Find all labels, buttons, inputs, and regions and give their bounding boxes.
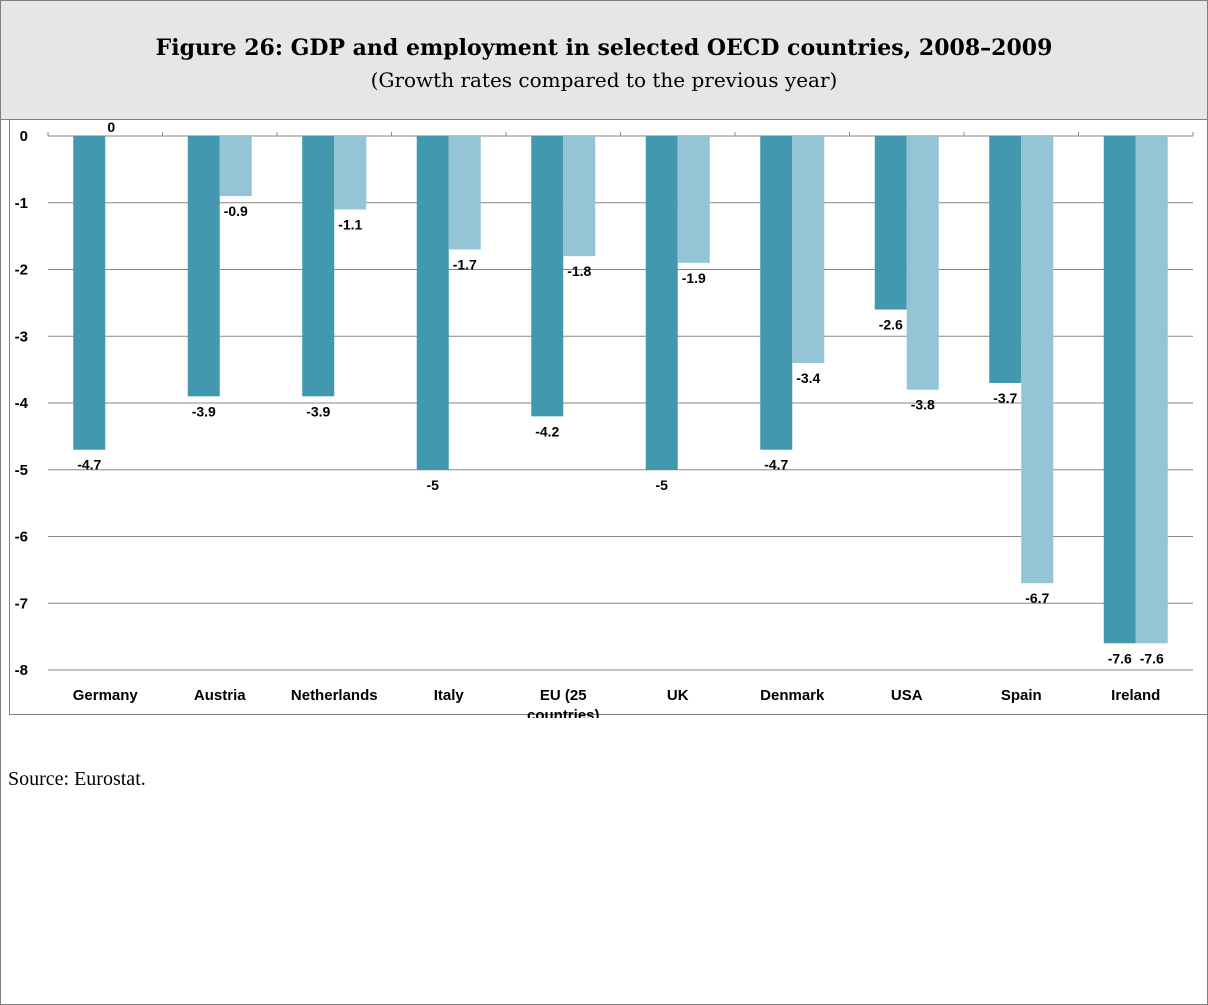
data-label-employment-1: -0.9 <box>224 203 248 219</box>
bar-employment-4 <box>563 136 596 257</box>
data-label-employment-4: -1.8 <box>567 263 591 279</box>
bar-employment-1 <box>219 136 252 197</box>
figure-title: Figure 26: GDP and employment in selecte… <box>155 35 1053 61</box>
data-label-gdp-9: -7.6 <box>1108 650 1132 666</box>
bar-employment-2 <box>334 136 367 210</box>
bar-employment-7 <box>906 136 939 390</box>
data-label-employment-2: -1.1 <box>338 216 362 232</box>
category-label-0: Germany <box>73 687 139 704</box>
category-label-9: Ireland <box>1111 687 1160 704</box>
category-label-1: Austria <box>194 687 246 704</box>
category-label-4-line-1: countries) <box>527 707 600 718</box>
bar-gdp-5 <box>645 136 678 470</box>
bar-employment-8 <box>1021 136 1054 584</box>
category-label-8: Spain <box>1001 687 1042 704</box>
category-label-7: USA <box>891 687 923 704</box>
data-label-employment-5: -1.9 <box>682 270 706 286</box>
data-label-gdp-8: -3.7 <box>993 390 1017 406</box>
y-tick-label-3: -3 <box>15 328 28 345</box>
bar-gdp-6 <box>760 136 793 450</box>
data-label-gdp-6: -4.7 <box>764 457 788 473</box>
figure-subtitle: (Growth rates compared to the previous y… <box>370 68 838 92</box>
bar-gdp-9 <box>1103 136 1136 644</box>
category-label-3: Italy <box>434 687 465 704</box>
data-label-gdp-1: -3.9 <box>192 403 216 419</box>
bar-chart: 0 -1 -2 -3 -4 -5 -6 -7 -8 -4.7 0 Germany -3.9 -0.9 Aus… <box>15 119 1194 718</box>
data-label-employment-7: -3.8 <box>911 397 935 413</box>
y-tick-label-0: 0 <box>20 128 28 145</box>
data-label-gdp-5: -5 <box>656 477 669 493</box>
source-note: Source: Eurostat. <box>8 768 146 790</box>
y-tick-label-7: -7 <box>15 595 28 612</box>
bar-gdp-8 <box>989 136 1022 383</box>
bar-gdp-7 <box>874 136 907 310</box>
data-label-employment-3: -1.7 <box>453 256 477 272</box>
data-label-employment-0: 0 <box>107 119 115 135</box>
bar-employment-6 <box>792 136 825 363</box>
y-tick-label-1: -1 <box>15 195 28 212</box>
y-tick-label-8: -8 <box>15 662 28 679</box>
bar-employment-5 <box>677 136 710 263</box>
data-label-gdp-0: -4.7 <box>77 457 101 473</box>
data-label-employment-6: -3.4 <box>796 370 820 386</box>
data-label-employment-8: -6.7 <box>1025 590 1049 606</box>
category-label-6: Denmark <box>760 687 825 704</box>
bar-gdp-2 <box>302 136 335 397</box>
y-tick-label-6: -6 <box>15 529 28 546</box>
y-tick-label-4: -4 <box>15 395 29 412</box>
data-label-gdp-2: -3.9 <box>306 403 330 419</box>
data-label-gdp-3: -5 <box>427 477 440 493</box>
bar-gdp-3 <box>416 136 449 470</box>
data-label-gdp-7: -2.6 <box>879 317 903 333</box>
bar-gdp-1 <box>187 136 220 397</box>
data-label-employment-9: -7.6 <box>1140 650 1164 666</box>
y-tick-label-5: -5 <box>15 462 28 479</box>
bar-employment-3 <box>448 136 481 250</box>
data-label-gdp-4: -4.2 <box>535 423 559 439</box>
bar-employment-9 <box>1135 136 1168 644</box>
bar-gdp-4 <box>531 136 564 417</box>
figure-header: Figure 26: GDP and employment in selecte… <box>1 1 1207 120</box>
category-label-5: UK <box>667 687 689 704</box>
category-label-4-line-0: EU (25 <box>540 687 587 704</box>
category-label-2: Netherlands <box>291 687 378 704</box>
bar-gdp-0 <box>73 136 106 450</box>
y-tick-label-2: -2 <box>15 262 28 279</box>
